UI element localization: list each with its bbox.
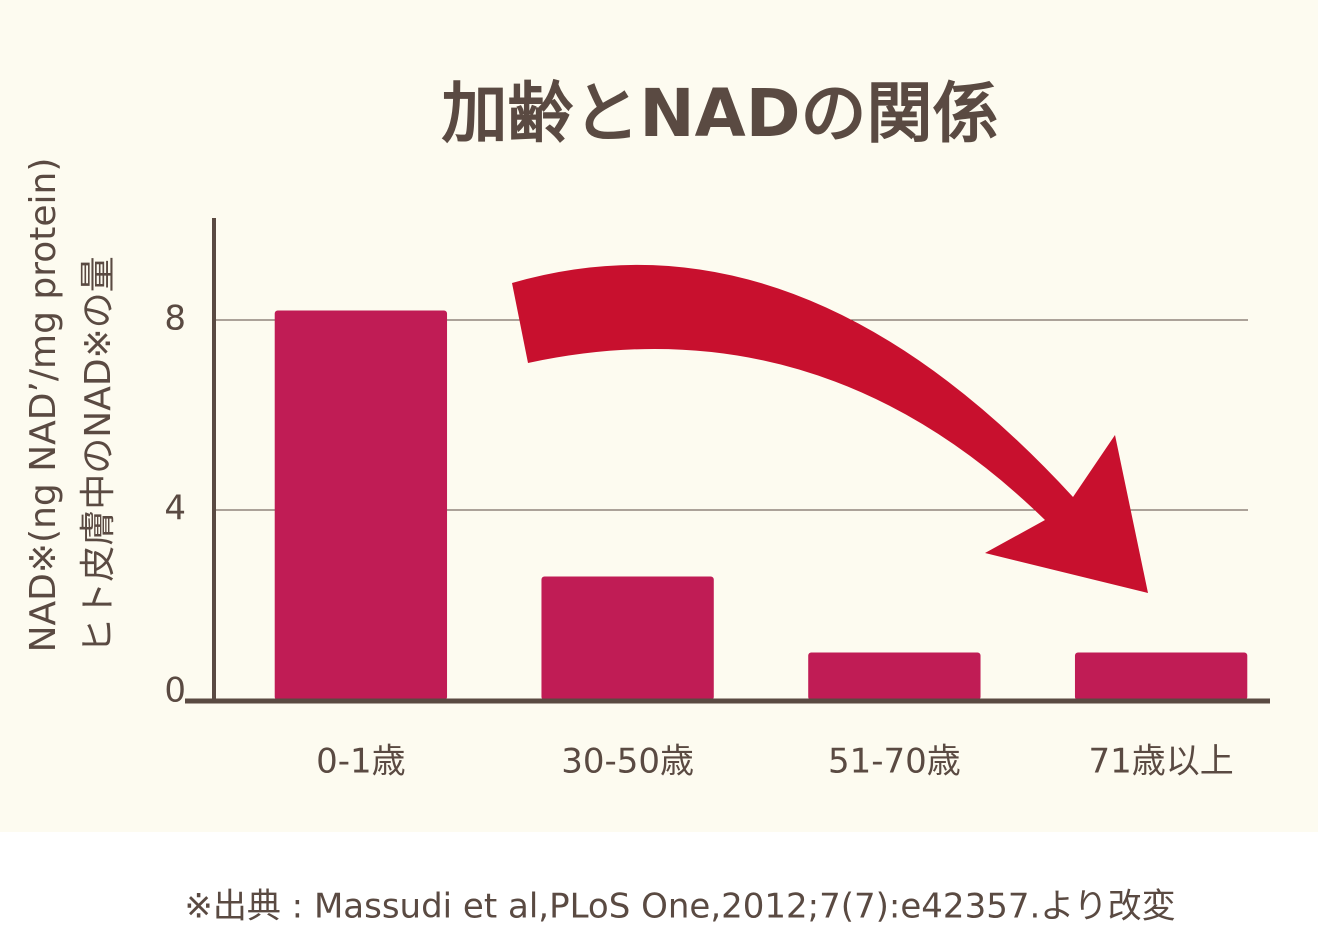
- y-axis-label: NAD※(ng NAD’/mg protein): [23, 158, 64, 653]
- source-note: ※出典 : Massudi et al,PLoS One,2012;7(7):e…: [184, 887, 1175, 927]
- bar: [541, 576, 714, 700]
- x-tick-label: 71歳以上: [1088, 742, 1233, 782]
- y-tick-label: 4: [164, 489, 186, 529]
- y-tick-label: 8: [164, 299, 186, 339]
- y-tick-label: 0: [164, 671, 186, 711]
- y-axis-label: ヒト皮膚中のNAD※の量: [78, 256, 119, 653]
- bar: [274, 310, 448, 700]
- bar: [808, 652, 981, 700]
- x-tick-label: 30-50歳: [561, 742, 694, 782]
- trend-arrow: [512, 264, 1148, 593]
- chart-title: 加齢とNADの関係: [441, 75, 998, 152]
- plot-area: 0 4 8 0-1歳 30-50歳 51-70歳 71歳以上: [164, 218, 1270, 782]
- bar: [1074, 652, 1248, 700]
- x-tick-label: 0-1歳: [316, 742, 406, 782]
- x-tick-label: 51-70歳: [828, 742, 961, 782]
